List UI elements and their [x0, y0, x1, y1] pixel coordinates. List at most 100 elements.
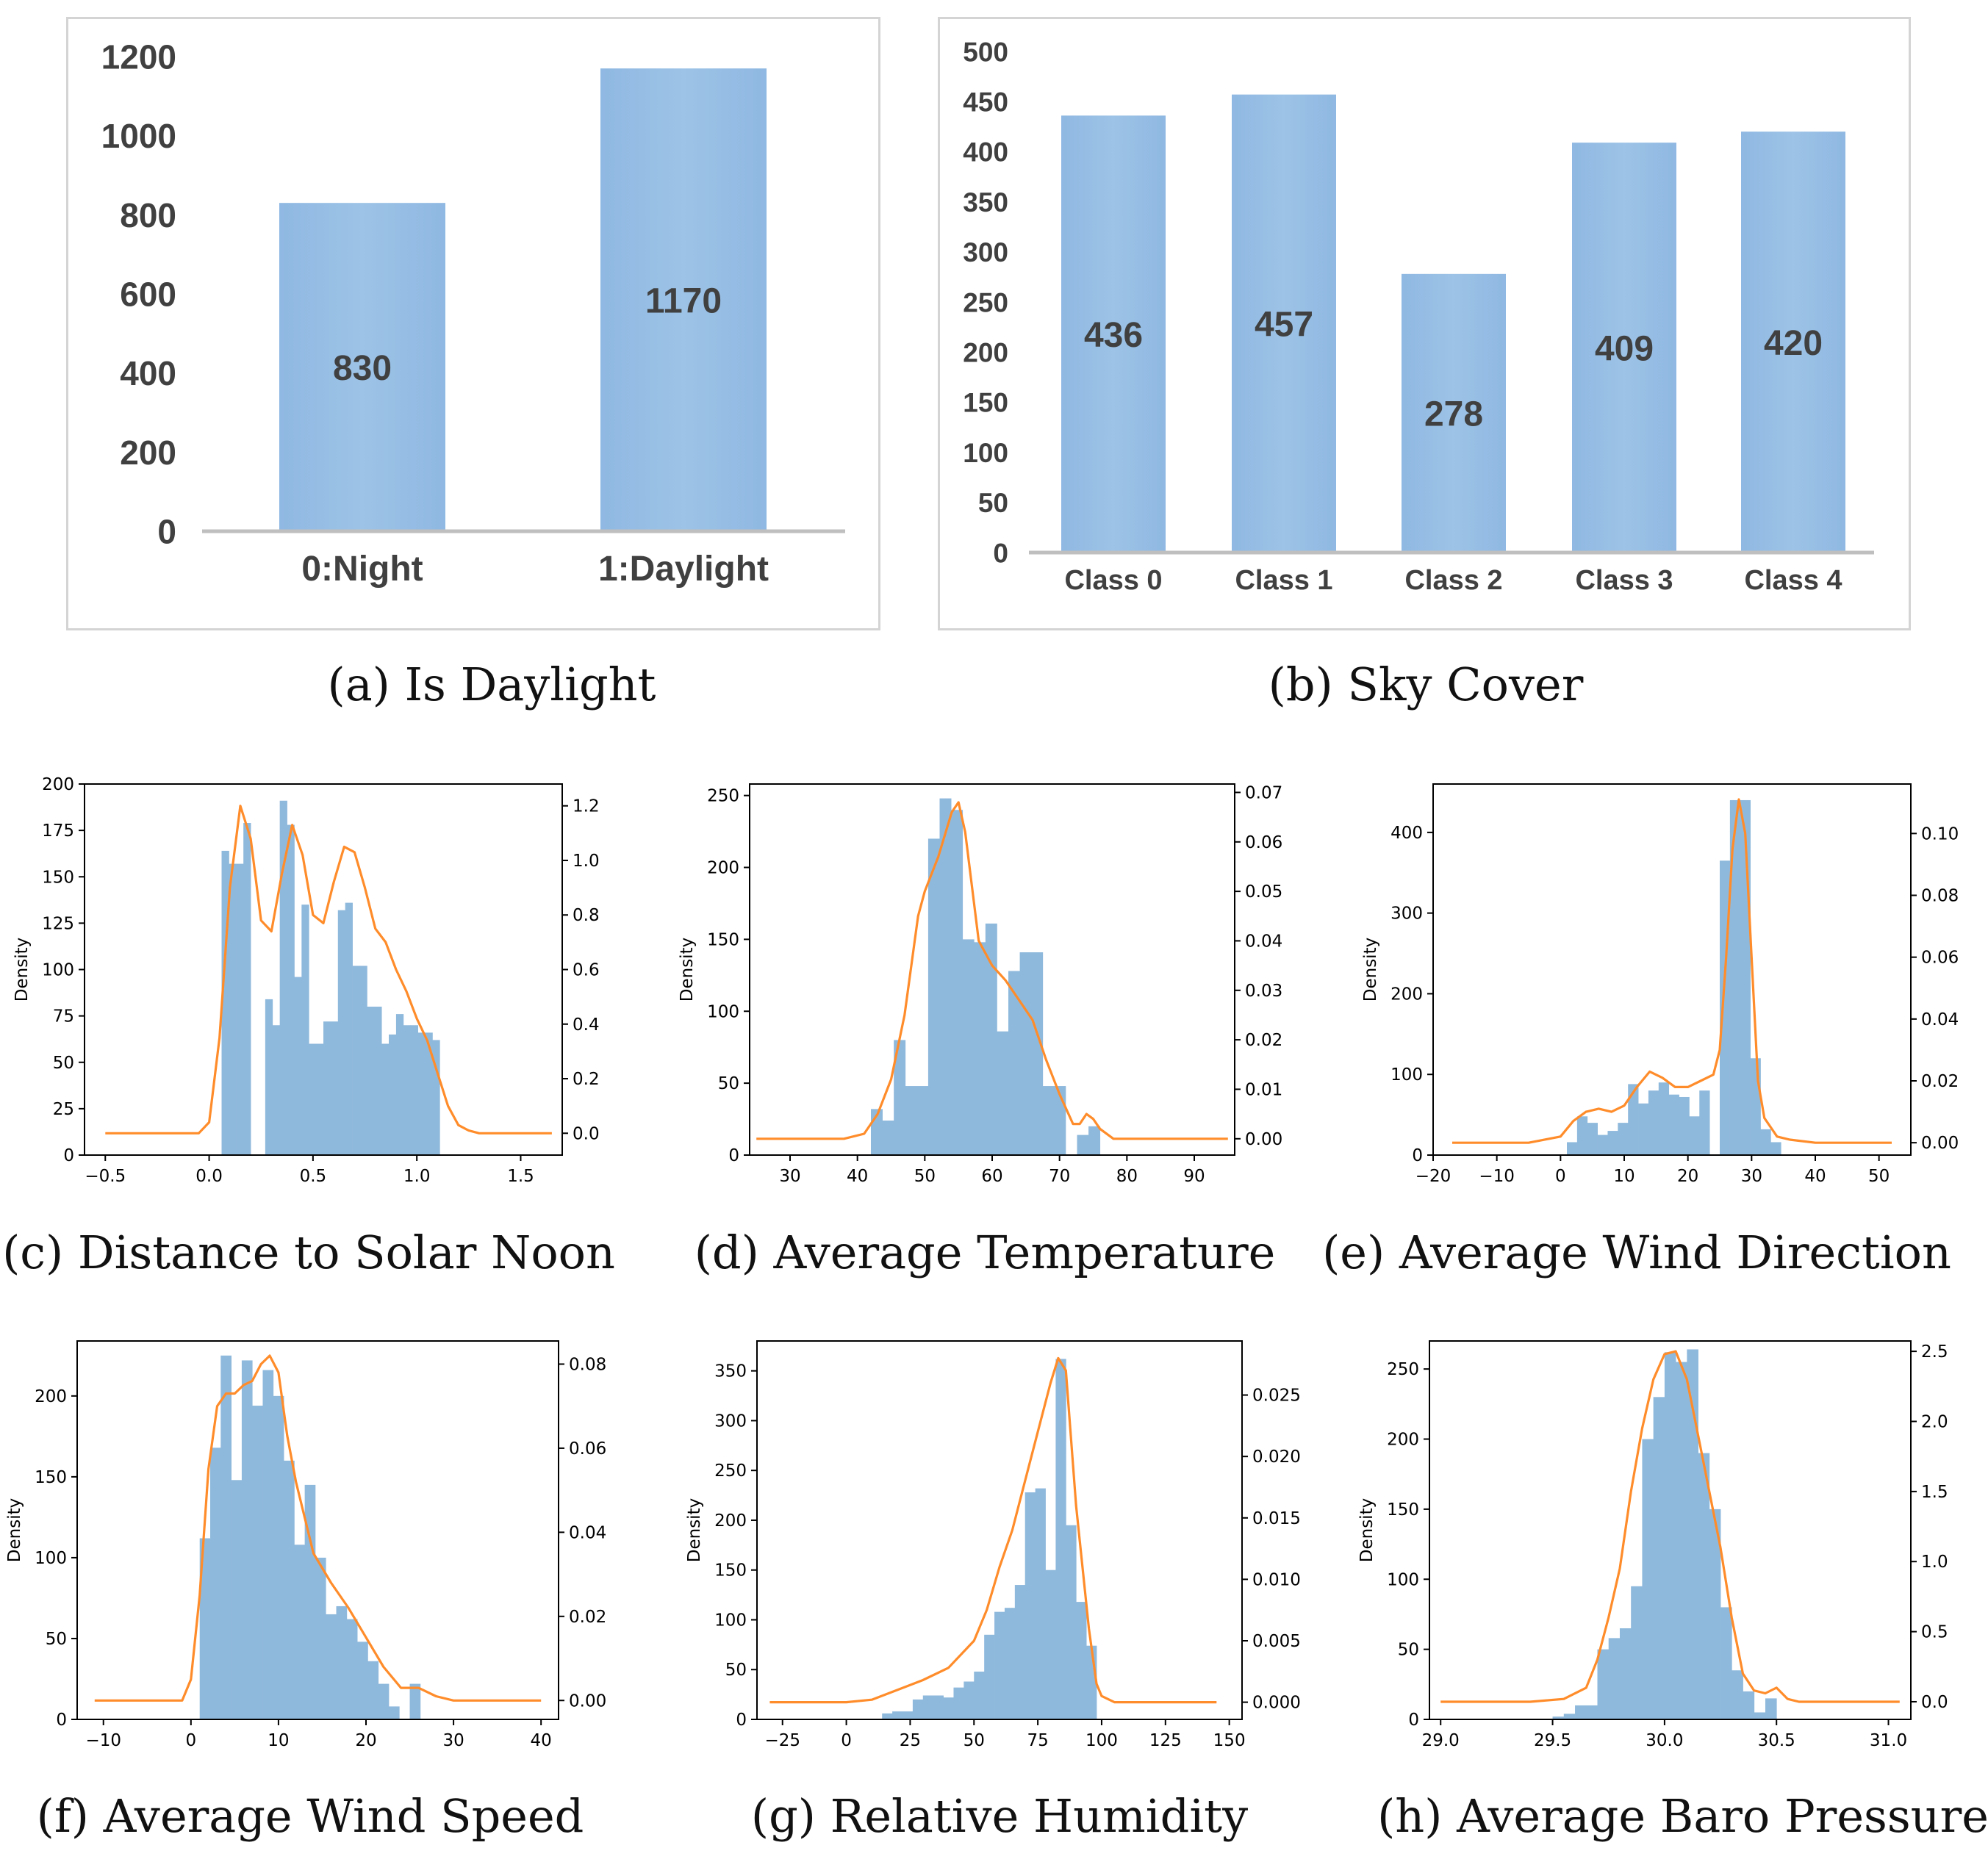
chart-h-kde-line — [1440, 1350, 1900, 1703]
chart-d-histogram-bar — [1088, 1126, 1101, 1155]
chart-f-caption: (f) Average Wind Speed — [36, 1789, 584, 1843]
chart-e-ytick-label: 0 — [1412, 1146, 1423, 1165]
chart-c-y2tick-label: 0.0 — [573, 1124, 600, 1143]
chart-h-y2tick-label: 1.5 — [1921, 1483, 1948, 1502]
chart-h-caption: (h) Average Baro Pressure — [1377, 1789, 1988, 1843]
chart-c-histogram-bar — [425, 1032, 433, 1155]
chart-f-frame — [76, 1340, 559, 1720]
chart-a-category-label: 0:Night — [301, 550, 423, 589]
chart-f-xtick-label: −10 — [85, 1731, 121, 1750]
chart-g-ytick-label: 50 — [725, 1661, 747, 1680]
chart-g-kde-line — [769, 1356, 1217, 1704]
chart-f-histogram-bar — [231, 1480, 243, 1719]
chart-a-category-label: 1:Daylight — [598, 550, 769, 589]
chart-c-histogram-bar — [287, 824, 295, 1155]
chart-e-xtick-label: 20 — [1677, 1167, 1698, 1186]
chart-a-data-label: 830 — [333, 349, 392, 388]
chart-h-y2tick-label: 1.0 — [1921, 1553, 1948, 1572]
chart-e-xtick-label: −20 — [1415, 1167, 1451, 1186]
chart-e-xtick-label: 30 — [1741, 1167, 1762, 1186]
chart-d-caption: (d) Average Temperature — [694, 1226, 1276, 1279]
chart-g-xtick-label: 125 — [1149, 1731, 1182, 1750]
chart-f-histogram-bar — [262, 1370, 274, 1719]
chart-c-xtick-label: 1.5 — [507, 1167, 534, 1186]
chart-h-ytick-label: 150 — [1387, 1500, 1419, 1520]
chart-d-y2tick-label: 0.04 — [1245, 932, 1282, 951]
chart-g-xtick-label: 0 — [841, 1731, 852, 1750]
chart-c-ytick-label: 150 — [42, 868, 74, 887]
chart-c-histogram-bar — [316, 1043, 324, 1155]
chart-e-histogram-bar — [1567, 1142, 1578, 1155]
chart-e-xtick-label: 50 — [1868, 1167, 1890, 1186]
chart-b-ytick-label: 300 — [963, 237, 1008, 267]
chart-g-histogram-bar — [1076, 1602, 1087, 1719]
chart-e-ytick-label: 300 — [1390, 905, 1423, 924]
chart-d-histogram-bar — [1031, 952, 1044, 1155]
chart-h-histogram-bar — [1608, 1638, 1621, 1719]
chart-f-y2tick-label: 0.04 — [569, 1523, 606, 1542]
chart-h-ytick-label: 50 — [1398, 1641, 1419, 1660]
chart-h-histogram-bar — [1743, 1691, 1755, 1719]
chart-g-histogram-bar — [903, 1711, 914, 1719]
chart-c-y2tick-label: 1.2 — [573, 797, 600, 816]
chart-f-y2tick-label: 0.02 — [569, 1608, 606, 1627]
chart-d-histogram-bar — [894, 1040, 906, 1155]
chart-c-y2tick-label: 0.6 — [573, 961, 600, 980]
chart-c-ylabel: Density — [12, 938, 32, 1002]
chart-h-y2tick-label: 0.5 — [1921, 1623, 1948, 1642]
chart-b-caption: (b) Sky Cover — [1268, 658, 1584, 711]
chart-b-ytick-label: 0 — [993, 538, 1008, 568]
chart-f-y2tick-label: 0.08 — [569, 1355, 606, 1374]
chart-d-ylabel: Density — [678, 938, 697, 1002]
chart-b-bar — [1572, 143, 1676, 553]
chart-h-frame — [1429, 1340, 1912, 1720]
chart-d-y2tick-label: 0.01 — [1245, 1080, 1282, 1099]
chart-c-ytick-label: 175 — [42, 821, 74, 841]
chart-c-histogram-bar — [236, 863, 244, 1155]
chart-e-histogram-bar — [1658, 1082, 1670, 1155]
chart-f-xtick-label: 40 — [531, 1731, 552, 1750]
chart-c-histogram-bar — [330, 1021, 339, 1155]
chart-b: 0 50 100 150 200 250 300 350 400 450 500 436 Class 0… — [0, 0, 1988, 735]
chart-g-histogram-bar — [964, 1681, 975, 1719]
chart-c-histogram-bar — [432, 1040, 440, 1155]
chart-d-y2tick-label: 0.03 — [1245, 982, 1282, 1001]
chart-f-histogram-bar — [409, 1683, 421, 1719]
chart-g-caption: (g) Relative Humidity — [750, 1789, 1249, 1843]
chart-f-ytick-label: 100 — [35, 1549, 67, 1568]
chart-f-histogram-bar — [346, 1619, 358, 1719]
chart-c-xtick-label: −0.5 — [85, 1167, 126, 1186]
chart-c-histogram-bar — [272, 1025, 281, 1155]
chart-a-bar — [279, 203, 445, 531]
chart-h-histogram-bar — [1619, 1628, 1632, 1719]
chart-e-caption: (e) Average Wind Direction — [1322, 1226, 1951, 1279]
chart-b-frame — [938, 17, 1911, 630]
chart-a-ytick-label: 1000 — [101, 117, 176, 155]
chart-c-histogram-bar — [265, 999, 273, 1155]
chart-e-histogram-bar — [1618, 1123, 1629, 1155]
chart-e-xtick-label: 10 — [1613, 1167, 1634, 1186]
chart-g-histogram-bar — [1035, 1488, 1046, 1719]
chart-f-histogram-bar — [357, 1642, 368, 1719]
chart-h-histogram-bar — [1687, 1349, 1698, 1719]
chart-f-histogram-bar — [284, 1460, 295, 1719]
chart-a-svg: 0 200 400 600 800 1000 1200 830 0:Night 1170 1:Day… — [101, 38, 845, 589]
chart-e-histogram-bar — [1729, 799, 1741, 1155]
chart-a-ytick-label: 0 — [157, 513, 176, 551]
chart-f-histogram-bar — [210, 1448, 221, 1719]
chart-e-ytick-label: 200 — [1390, 985, 1423, 1004]
chart-c-histogram-bar — [243, 823, 251, 1155]
chart-e-y2tick-label: 0.02 — [1921, 1072, 1959, 1091]
chart-b-category-label: Class 1 — [1235, 565, 1332, 596]
chart-e-y2tick-label: 0.00 — [1921, 1134, 1959, 1153]
chart-g-xtick-label: −25 — [764, 1731, 800, 1750]
chart-h-histogram-bar — [1664, 1352, 1676, 1719]
chart-g-y2tick-label: 0.010 — [1252, 1570, 1301, 1589]
chart-f-ytick-label: 150 — [35, 1468, 67, 1487]
chart-b-ytick-label: 500 — [963, 37, 1008, 67]
chart-c-ytick-label: 100 — [42, 961, 74, 980]
chart-h-histogram-bar — [1720, 1607, 1732, 1719]
chart-d-ytick-label: 150 — [707, 930, 739, 949]
chart-d-histogram-bar — [1077, 1135, 1089, 1155]
chart-b-data-label: 409 — [1595, 329, 1654, 368]
